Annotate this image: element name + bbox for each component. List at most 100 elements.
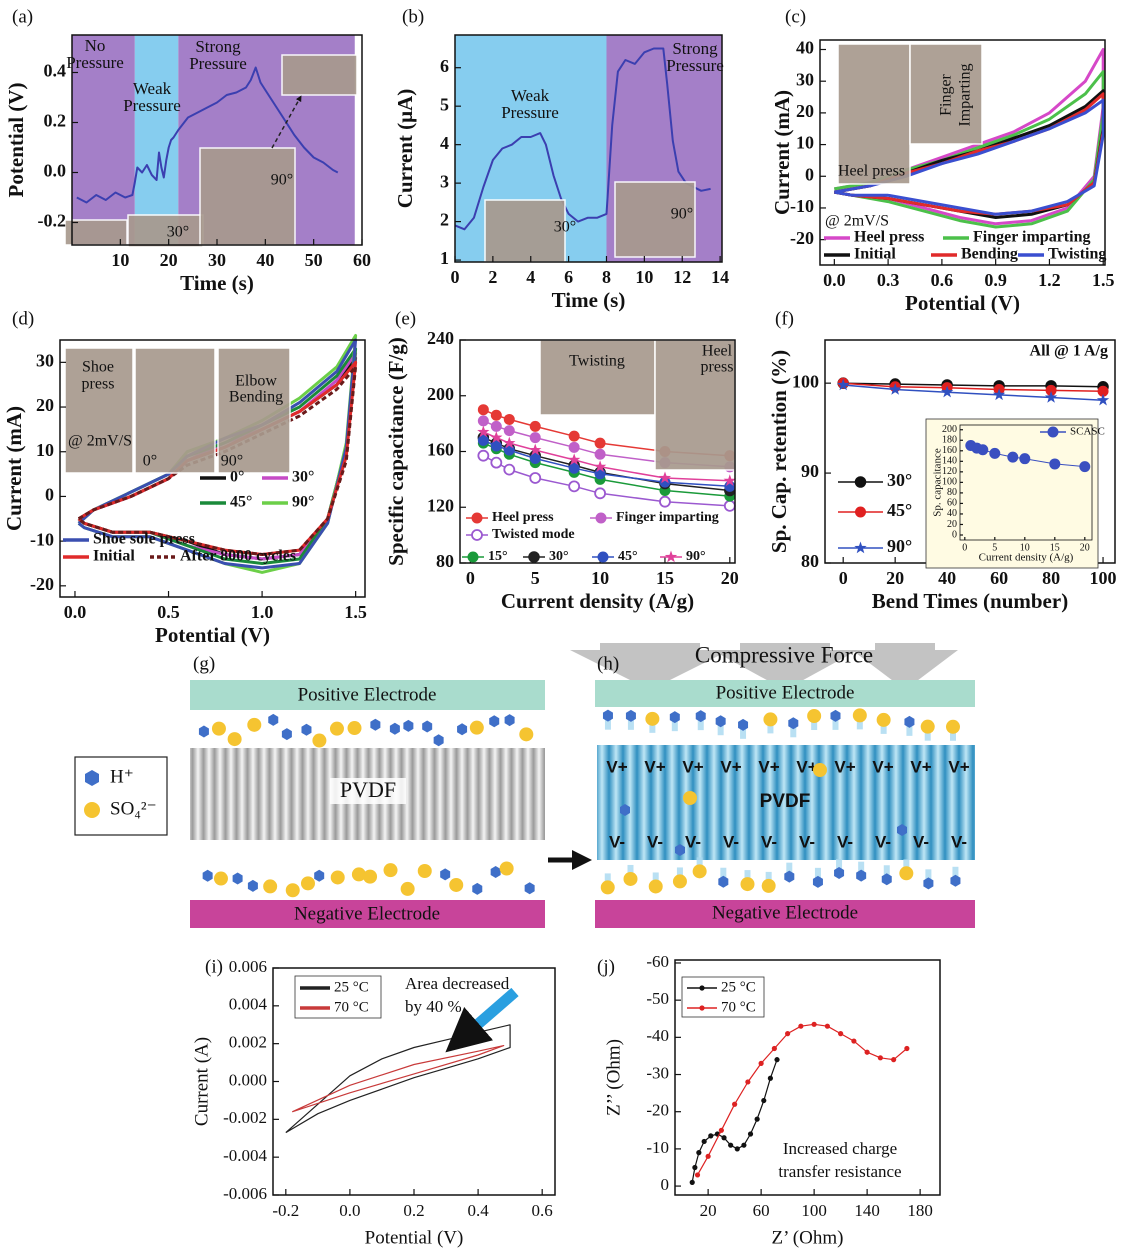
legend-box: [294, 975, 382, 1019]
point: [529, 420, 541, 432]
point: [490, 456, 503, 469]
legend-label: SO₄²⁻: [110, 798, 157, 819]
y-axis-label: Current (mA): [770, 90, 794, 215]
region-label: Pressure: [123, 96, 181, 115]
point: [529, 452, 541, 464]
proton: [620, 804, 630, 816]
point: [728, 1142, 734, 1148]
sulfate: [227, 732, 242, 747]
legend-label: Bending: [961, 246, 1018, 263]
point: [503, 425, 515, 437]
x-tick-label: 15: [1050, 542, 1060, 553]
point: [529, 432, 541, 444]
point: [694, 1172, 701, 1178]
ion-trail: [740, 724, 747, 739]
region-label: Weak: [511, 86, 550, 105]
point: [705, 1153, 711, 1159]
legend-label: 90°: [686, 549, 706, 564]
point: [854, 476, 867, 488]
sulfate: [899, 866, 914, 881]
x-tick-label: 20: [700, 1201, 717, 1220]
point: [904, 1045, 910, 1052]
point: [568, 430, 580, 442]
proton: [625, 709, 636, 722]
proton: [422, 720, 433, 733]
proton: [370, 718, 381, 731]
point: [1079, 461, 1091, 473]
point: [771, 1045, 777, 1052]
y-axis-label: Current (mA): [2, 406, 26, 531]
x-tick-label: 0.6: [532, 1201, 553, 1220]
x-tick-label: 10: [591, 568, 609, 588]
x-tick-label: 0.0: [339, 1201, 360, 1220]
legend-label: 70 °C: [721, 999, 756, 1015]
point: [824, 1023, 830, 1029]
charge-label: V+: [720, 757, 741, 776]
y-tick-label: -50: [646, 989, 669, 1008]
sulfate: [330, 870, 345, 885]
y-tick-label: 160: [942, 445, 957, 456]
y-tick-label: -20: [790, 228, 814, 248]
x-tick-label: 5: [992, 542, 997, 553]
photo-inset: [837, 43, 911, 185]
x-tick-label: 0: [451, 267, 460, 287]
x-tick-label: 10: [635, 267, 653, 287]
charge-label: V-: [647, 832, 663, 851]
y-tick-label: 100: [942, 477, 957, 488]
ion-trail: [814, 867, 821, 882]
point: [529, 472, 542, 484]
membrane-label: PVDF: [760, 791, 811, 812]
panel-label: (a): [12, 6, 33, 27]
annotation: Heel press: [838, 163, 905, 180]
y-tick-label: 6: [440, 56, 449, 76]
charge-label: V-: [609, 832, 625, 851]
sulfate: [400, 881, 415, 896]
sulfate: [449, 877, 464, 892]
legend-label: 45°: [618, 549, 638, 564]
photo-inset: [64, 219, 128, 246]
charge-label: V+: [644, 757, 665, 776]
point: [754, 1116, 760, 1122]
charge-label: V+: [796, 757, 817, 776]
sulfate: [499, 861, 514, 876]
point: [708, 1133, 714, 1139]
x-tick-label: 60: [753, 1201, 770, 1220]
y-tick-label: 60: [947, 498, 957, 509]
sulfate: [623, 871, 638, 886]
x-axis-label: Bend Times (number): [872, 589, 1068, 613]
x-tick-label: 10: [1020, 542, 1030, 553]
proton: [602, 709, 613, 722]
proton: [718, 875, 729, 888]
y-tick-label: 100: [792, 371, 819, 391]
charge-label: V+: [682, 757, 703, 776]
y-tick-label: 1: [440, 248, 449, 268]
legend-label: 90°: [292, 494, 314, 511]
point: [477, 415, 489, 427]
y-tick-label: -10: [646, 1138, 669, 1157]
legend-label: Twisting: [1048, 246, 1106, 263]
positive-electrode: [595, 680, 975, 707]
annotation: 30°: [554, 219, 576, 236]
plot-frame: [59, 339, 366, 598]
sulfate: [807, 709, 822, 724]
x-tick-label: 0.2: [403, 1201, 424, 1220]
point: [745, 1079, 751, 1085]
sulfate: [763, 712, 778, 727]
x-tick-label: 30: [208, 250, 226, 270]
proton: [524, 882, 535, 895]
x-tick-label: 15: [656, 568, 674, 588]
y-tick-label: 120: [942, 466, 957, 477]
point: [658, 471, 672, 484]
x-tick-label: 2: [488, 267, 497, 287]
legend-label: After 8000 cycles: [180, 548, 296, 565]
annotation: Area decreased: [405, 974, 510, 993]
proton: [232, 872, 243, 885]
annotation: Shoe: [82, 359, 114, 376]
charge-label: V+: [606, 757, 627, 776]
sulfate: [351, 867, 366, 882]
sulfate: [813, 763, 827, 777]
legend-label: 30°: [292, 469, 314, 486]
panel-label: (e): [395, 308, 416, 329]
legend-label: 0°: [230, 469, 244, 486]
legend-label: 70 °C: [334, 999, 369, 1015]
